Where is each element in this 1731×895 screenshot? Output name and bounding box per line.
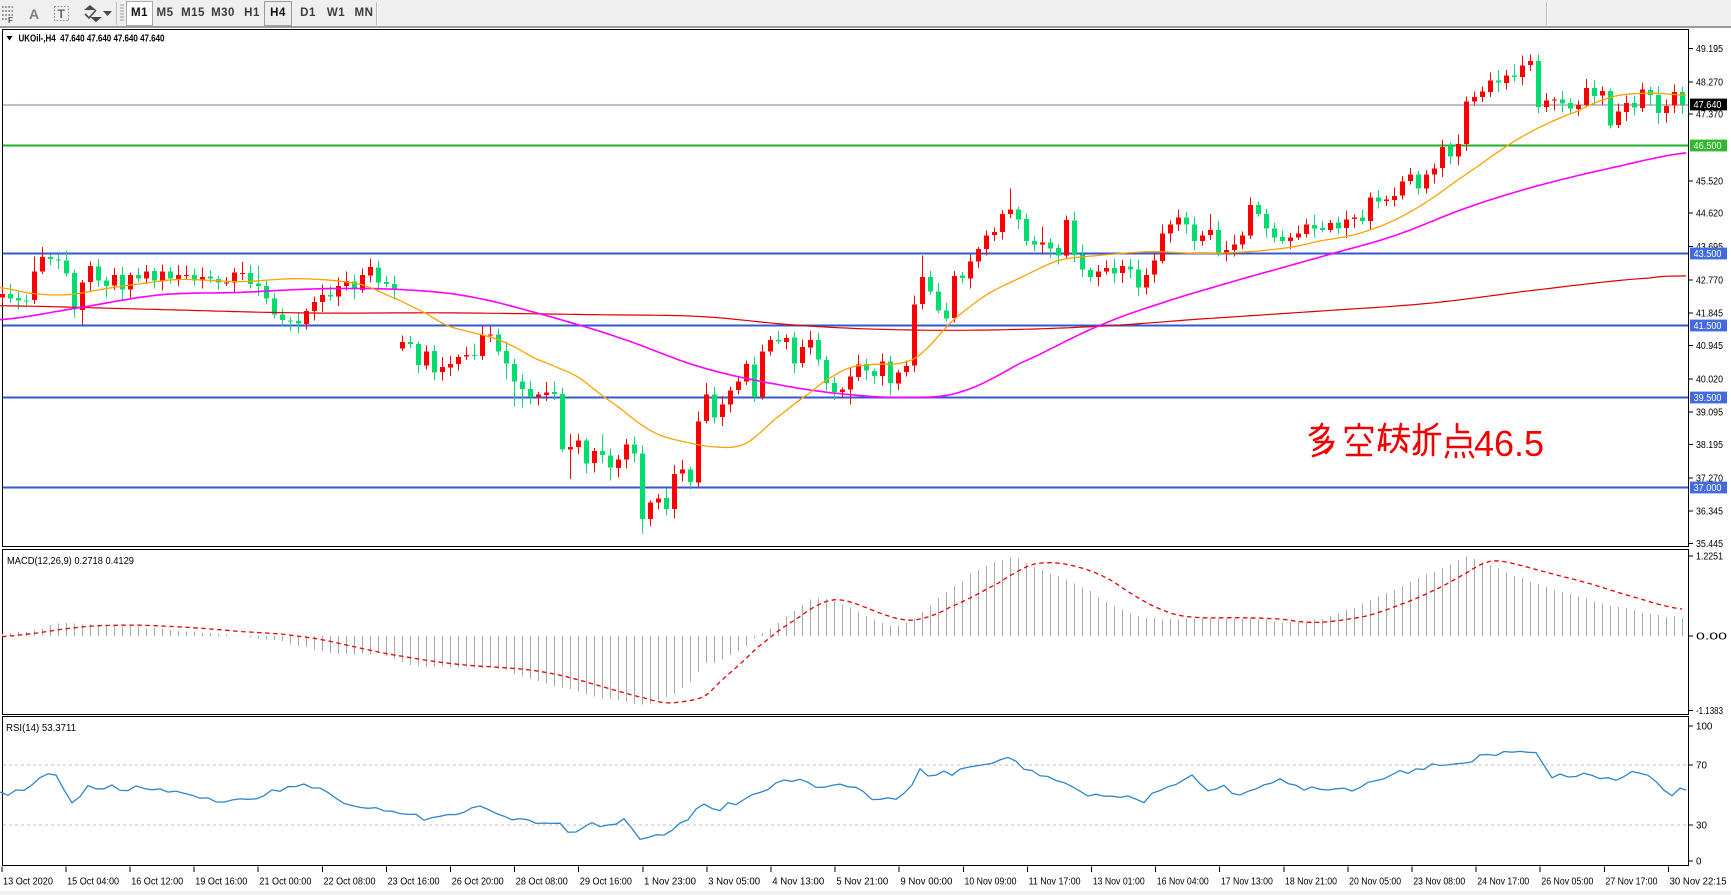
svg-text:0.00: 0.00	[1696, 632, 1728, 643]
svg-text:MACD(12,26,9) 0.2718 0.4129: MACD(12,26,9) 0.2718 0.4129	[7, 556, 134, 567]
svg-text:42.770: 42.770	[1696, 275, 1723, 286]
svg-text:39.095: 39.095	[1696, 408, 1723, 419]
svg-text:4 Nov 13:00: 4 Nov 13:00	[772, 877, 825, 888]
svg-text:16 Oct 12:00: 16 Oct 12:00	[131, 877, 184, 888]
svg-text:13 Nov 01:00: 13 Nov 01:00	[1093, 877, 1145, 888]
svg-text:45.520: 45.520	[1696, 176, 1723, 187]
svg-text:41.500: 41.500	[1694, 321, 1722, 332]
svg-text:30: 30	[1696, 821, 1707, 832]
svg-text:UKOil-,H4 47.640 47.640 47.64: UKOil-,H4 47.640 47.640 47.640 47.640	[19, 34, 165, 45]
svg-text:-1.1383: -1.1383	[1696, 706, 1723, 717]
svg-text:13 Oct 2020: 13 Oct 2020	[3, 877, 54, 888]
svg-text:5 Nov 21:00: 5 Nov 21:00	[836, 877, 889, 888]
svg-text:16 Nov 04:00: 16 Nov 04:00	[1157, 877, 1209, 888]
svg-text:38.195: 38.195	[1696, 440, 1723, 451]
svg-text:19 Oct 16:00: 19 Oct 16:00	[195, 877, 248, 888]
svg-text:3 Nov 05:00: 3 Nov 05:00	[708, 877, 761, 888]
svg-text:21 Oct 00:00: 21 Oct 00:00	[259, 877, 312, 888]
svg-text:37.270: 37.270	[1696, 473, 1723, 484]
svg-text:35.445: 35.445	[1696, 539, 1723, 550]
svg-text:44.620: 44.620	[1696, 209, 1723, 220]
svg-text:39.500: 39.500	[1694, 393, 1722, 404]
svg-text:28 Oct 08:00: 28 Oct 08:00	[516, 877, 569, 888]
svg-text:24 Nov 17:00: 24 Nov 17:00	[1477, 877, 1529, 888]
svg-text:27 Nov 17:00: 27 Nov 17:00	[1606, 877, 1658, 888]
svg-text:43.695: 43.695	[1696, 242, 1723, 253]
svg-text:49.195: 49.195	[1696, 44, 1723, 55]
svg-text:T: T	[58, 7, 66, 21]
svg-text:70: 70	[1696, 761, 1707, 772]
svg-text:1.2251: 1.2251	[1696, 551, 1723, 562]
svg-text:17 Nov 13:00: 17 Nov 13:00	[1221, 877, 1273, 888]
svg-text:15 Oct 04:00: 15 Oct 04:00	[67, 877, 120, 888]
svg-text:22 Oct 08:00: 22 Oct 08:00	[324, 877, 377, 888]
svg-text:10 Nov 09:00: 10 Nov 09:00	[965, 877, 1017, 888]
svg-text:11 Nov 17:00: 11 Nov 17:00	[1029, 877, 1081, 888]
svg-text:46.500: 46.500	[1694, 141, 1722, 152]
svg-text:29 Oct 16:00: 29 Oct 16:00	[580, 877, 633, 888]
svg-text:47.370: 47.370	[1696, 110, 1723, 121]
svg-text:41.845: 41.845	[1696, 309, 1723, 320]
svg-text:26 Oct 20:00: 26 Oct 20:00	[452, 877, 505, 888]
svg-text:48.270: 48.270	[1696, 77, 1723, 88]
svg-text:A: A	[29, 6, 39, 22]
svg-text:40.020: 40.020	[1696, 374, 1723, 385]
svg-text:1 Nov 23:00: 1 Nov 23:00	[644, 877, 697, 888]
svg-text:43.500: 43.500	[1694, 249, 1722, 260]
svg-text:9 Nov 00:00: 9 Nov 00:00	[900, 877, 953, 888]
svg-text:F: F	[8, 16, 13, 25]
svg-text:RSI(14) 53.3711: RSI(14) 53.3711	[6, 723, 76, 734]
svg-text:47.640: 47.640	[1694, 100, 1722, 111]
svg-text:40.945: 40.945	[1696, 341, 1723, 352]
svg-text:46.5: 46.5	[1474, 423, 1544, 464]
svg-text:20 Nov 05:00: 20 Nov 05:00	[1349, 877, 1401, 888]
svg-text:18 Nov 21:00: 18 Nov 21:00	[1285, 877, 1337, 888]
svg-text:37.000: 37.000	[1694, 483, 1722, 494]
svg-text:0: 0	[1696, 857, 1702, 868]
svg-text:36.345: 36.345	[1696, 507, 1723, 518]
svg-text:100: 100	[1696, 722, 1713, 733]
svg-text:26 Nov 05:00: 26 Nov 05:00	[1541, 877, 1593, 888]
svg-text:30 Nov 22:15: 30 Nov 22:15	[1670, 877, 1728, 888]
svg-text:23 Oct 16:00: 23 Oct 16:00	[388, 877, 441, 888]
svg-text:23 Nov 08:00: 23 Nov 08:00	[1413, 877, 1465, 888]
